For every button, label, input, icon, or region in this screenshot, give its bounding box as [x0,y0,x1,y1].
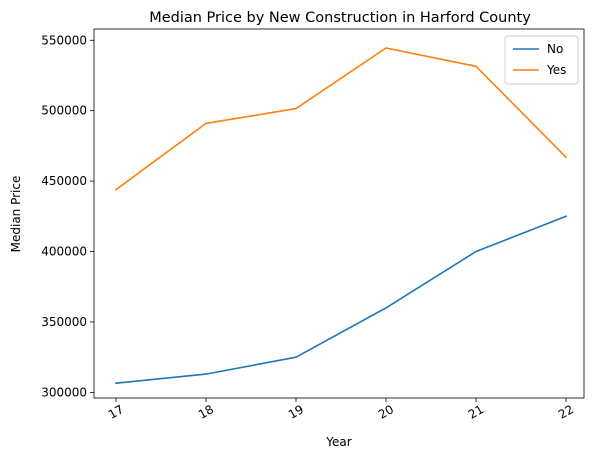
y-tick-label: 450000 [41,174,87,188]
series-line-no [115,215,568,385]
x-tick-label: 22 [556,402,576,422]
y-tick-label: 350000 [41,315,87,329]
x-tick-label: 19 [286,402,306,422]
x-tick-label: 20 [376,402,396,422]
y-tick-label: 550000 [41,33,87,47]
legend-label: No [547,42,563,56]
x-axis-label: Year [325,435,351,449]
y-tick-label: 500000 [41,104,87,118]
x-tick-label: 17 [106,402,126,422]
legend: No Yes [504,35,579,85]
y-axis-label: Median Price [9,176,23,253]
chart-title: Median Price by New Construction in Harf… [149,10,531,26]
x-tick-label: 21 [466,402,486,422]
y-tick-label: 300000 [41,385,87,399]
legend-label: Yes [546,63,566,77]
plot-area: 17 18 19 20 21 22 300000 350000 400000 450000 5000… [41,33,576,422]
series-line-yes [114,47,568,191]
plot-frame [93,28,585,399]
x-tick-label: 18 [196,402,216,422]
legend-box [504,35,579,85]
y-tick-label: 400000 [41,245,87,259]
